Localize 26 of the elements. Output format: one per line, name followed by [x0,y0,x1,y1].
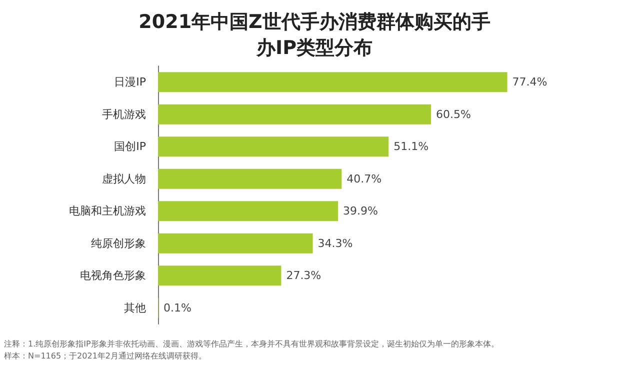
chart-title: 2021年中国Z世代手办消费群体购买的手办IP类型分布 [138,11,490,59]
data-label: 39.9% [343,204,378,218]
bar [158,72,508,92]
y-tick-label: 其他 [124,301,146,314]
bar [158,233,313,254]
data-label: 60.5% [436,108,471,121]
y-tick-label: 虚拟人物 [102,172,146,186]
y-tick-label: 手机游戏 [102,108,146,121]
data-label: 34.3% [318,236,353,250]
bar [158,266,282,286]
y-tick-label: 电脑和主机游戏 [69,204,146,218]
text: 样本：N=1165；于2021年2月通过网络在线调研获得。 [4,352,206,360]
bar [158,168,342,189]
bar [158,104,432,124]
data-label: 51.1% [394,140,429,154]
data-label: 40.7% [346,172,382,186]
y-tick-label: 电视角色形象 [80,269,146,282]
data-label: 27.3% [286,269,322,282]
y-tick-label: 日漫IP [114,76,146,89]
y-tick-label: 纯原创形象 [91,236,146,250]
text: 注释：1.纯原创形象指IP形象并非依托动画、漫画、游戏等作品产生，本身并不具有世界观和故事背景设定，诞生初始仅为单一的形象本体。 [4,340,499,348]
bar [158,201,338,222]
data-label: 77.4% [512,76,548,89]
data-label: 0.1% [163,301,192,314]
bar [158,136,389,157]
y-tick-label: 国创IP [114,140,146,154]
